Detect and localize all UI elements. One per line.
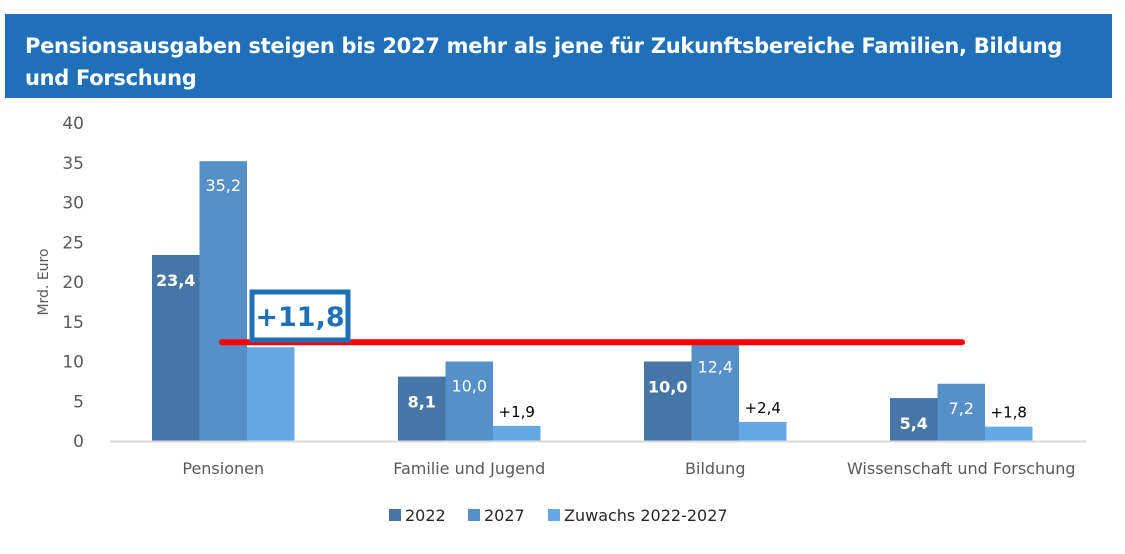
y-tick-label: 10 (62, 353, 84, 373)
data-label: +1,9 (499, 403, 535, 421)
bar-2022 (890, 398, 938, 441)
bar-2027 (445, 361, 493, 441)
data-label: 8,1 (408, 393, 436, 412)
category-label: Bildung (685, 459, 745, 478)
legend-swatch (548, 509, 560, 521)
bar-2027 (199, 161, 247, 441)
bars: 23,4 35,2 8,1 10,0 +1,9 10,0 12,4 +2,4 5,4 7,2 +1,… (152, 161, 1033, 441)
data-label: +2,4 (745, 399, 781, 417)
data-label: 5,4 (900, 414, 928, 433)
increase-annotation-box (249, 289, 351, 343)
category-label: Pensionen (182, 459, 264, 478)
y-tick-label: 30 (62, 194, 84, 214)
data-label: 35,2 (205, 176, 241, 195)
bar-2022 (398, 376, 446, 441)
category-label: Familie und Jugend (393, 459, 545, 478)
annotations: +11,8 (219, 289, 965, 346)
data-label: 10,0 (451, 377, 487, 396)
x-axis-categories: Pensionen Familie und Jugend Bildung Wissen… (182, 459, 1075, 478)
bar-zuwachs-2022-2027 (739, 421, 787, 441)
y-tick-label: 0 (73, 432, 84, 452)
data-label: 23,4 (156, 271, 195, 290)
bar-zuwachs-2022-2027 (247, 347, 295, 441)
legend-swatch (389, 509, 401, 521)
chart-title: Pensionsausgaben steigen bis 2027 mehr a… (25, 34, 1063, 90)
legend-label: 2022 (405, 506, 446, 525)
bar-2027 (691, 342, 739, 441)
y-tick-label: 25 (62, 233, 84, 253)
bar-2022 (644, 361, 692, 441)
y-tick-label: 5 (73, 392, 84, 412)
data-label: +1,8 (991, 404, 1027, 422)
chart-header: Pensionsausgaben steigen bis 2027 mehr a… (5, 14, 1112, 98)
y-tick-label: 20 (62, 273, 84, 293)
legend-label: Zuwachs 2022-2027 (564, 506, 728, 525)
legend: 2022 2027 Zuwachs 2022-2027 (389, 506, 728, 525)
bar-zuwachs-2022-2027 (493, 425, 541, 441)
y-axis-label: Mrd. Euro (36, 248, 52, 315)
data-label: 10,0 (648, 378, 687, 397)
category-label: Wissenschaft und Forschung (847, 459, 1076, 478)
legend-swatch (468, 509, 480, 521)
data-label: 7,2 (949, 399, 974, 418)
bar-zuwachs-2022-2027 (985, 426, 1033, 441)
y-axis: 0 5 10 15 20 25 30 35 40 (62, 114, 84, 452)
y-tick-label: 40 (62, 114, 84, 134)
y-tick-label: 35 (62, 154, 84, 174)
data-label: 12,4 (697, 357, 733, 376)
y-tick-label: 15 (62, 313, 84, 333)
bar-2022 (152, 254, 200, 441)
bar-2027 (937, 383, 985, 441)
legend-label: 2027 (484, 506, 525, 525)
increase-annotation-text: +11,8 (255, 302, 344, 333)
